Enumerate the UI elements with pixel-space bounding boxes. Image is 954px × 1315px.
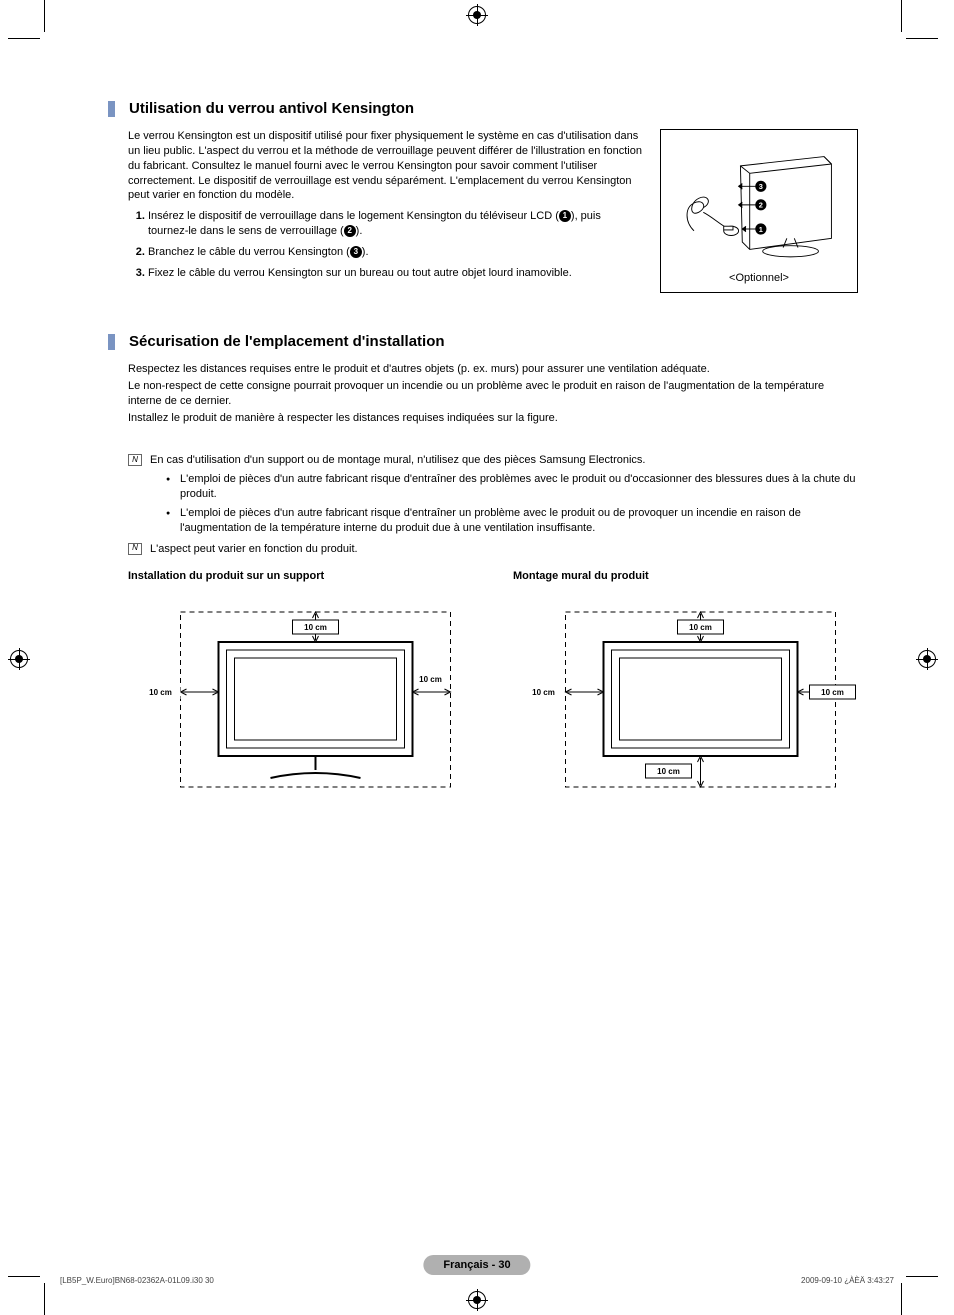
install-wall-column: Montage mural du produit 10 cm 10 cm xyxy=(513,570,858,801)
section-2-header: Sécurisation de l'emplacement d'installa… xyxy=(108,333,858,350)
stand-clearance-diagram: 10 cm 10 cm 10 cm 10 cm xyxy=(128,592,473,798)
install-diagrams-row: Installation du produit sur un support 1… xyxy=(128,570,858,801)
section-1-title: Utilisation du verrou antivol Kensington xyxy=(129,100,414,117)
marker-2-icon: 2 xyxy=(344,225,356,237)
accent-bar-icon xyxy=(108,334,115,350)
svg-text:3: 3 xyxy=(759,182,763,191)
footer-right: 2009-09-10 ¿ÀÈÄ 3:43:27 xyxy=(801,1276,894,1285)
section-1-text: Le verrou Kensington est un dispositif u… xyxy=(128,129,642,293)
svg-text:2: 2 xyxy=(759,201,763,210)
bullet-list: L'emploi de pièces d'un autre fabricant … xyxy=(166,472,858,535)
marker-3-icon: 3 xyxy=(350,246,362,258)
svg-text:10 cm: 10 cm xyxy=(657,767,680,776)
svg-text:1: 1 xyxy=(759,225,763,234)
svg-text:10 cm: 10 cm xyxy=(149,688,172,697)
kensington-diagram: 3 2 1 <Optionnel> xyxy=(660,129,858,293)
footer-line: [LB5P_W.Euro]BN68-02362A-01L09.i30 30 20… xyxy=(60,1276,894,1285)
diagram-optional-label: <Optionnel> xyxy=(669,272,849,284)
steps-list: Insérez le dispositif de verrouillage da… xyxy=(148,209,642,280)
install-wall-title: Montage mural du produit xyxy=(513,570,858,582)
install-stand-title: Installation du produit sur un support xyxy=(128,570,473,582)
note-1: N En cas d'utilisation d'un support ou d… xyxy=(128,453,858,468)
accent-bar-icon xyxy=(108,101,115,117)
section-2-title: Sécurisation de l'emplacement d'installa… xyxy=(129,333,445,350)
svg-text:10 cm: 10 cm xyxy=(532,688,555,697)
footer-left: [LB5P_W.Euro]BN68-02362A-01L09.i30 30 xyxy=(60,1276,214,1285)
step-2: Branchez le câble du verrou Kensington (… xyxy=(148,245,642,260)
para-3: Installez le produit de manière à respec… xyxy=(128,411,858,426)
note-icon: N xyxy=(128,454,142,466)
kensington-diagram-svg: 3 2 1 xyxy=(669,138,849,268)
wall-clearance-diagram: 10 cm 10 cm 10 cm 10 cm xyxy=(513,592,858,798)
section-1-body: Le verrou Kensington est un dispositif u… xyxy=(128,129,858,293)
section-2-body: Respectez les distances requises entre l… xyxy=(128,362,858,425)
marker-1-icon: 1 xyxy=(559,210,571,222)
bullet-1: L'emploi de pièces d'un autre fabricant … xyxy=(166,472,858,502)
step-3: Fixez le câble du verrou Kensington sur … xyxy=(148,266,642,281)
para-1: Respectez les distances requises entre l… xyxy=(128,362,858,377)
page-content: Utilisation du verrou antivol Kensington… xyxy=(108,100,858,801)
para-2: Le non-respect de cette consigne pourrai… xyxy=(128,379,858,409)
section-1-header: Utilisation du verrou antivol Kensington xyxy=(108,100,858,117)
step-1: Insérez le dispositif de verrouillage da… xyxy=(148,209,642,239)
svg-text:10 cm: 10 cm xyxy=(304,623,327,632)
page-footer-badge: Français - 30 xyxy=(423,1255,530,1275)
svg-text:10 cm: 10 cm xyxy=(821,688,844,697)
svg-text:10 cm: 10 cm xyxy=(419,675,442,684)
section-1-intro: Le verrou Kensington est un dispositif u… xyxy=(128,129,642,203)
install-stand-column: Installation du produit sur un support 1… xyxy=(128,570,473,801)
svg-text:10 cm: 10 cm xyxy=(689,623,712,632)
note-icon: N xyxy=(128,543,142,555)
bullet-2: L'emploi de pièces d'un autre fabricant … xyxy=(166,506,858,536)
note-2: N L'aspect peut varier en fonction du pr… xyxy=(128,542,858,557)
